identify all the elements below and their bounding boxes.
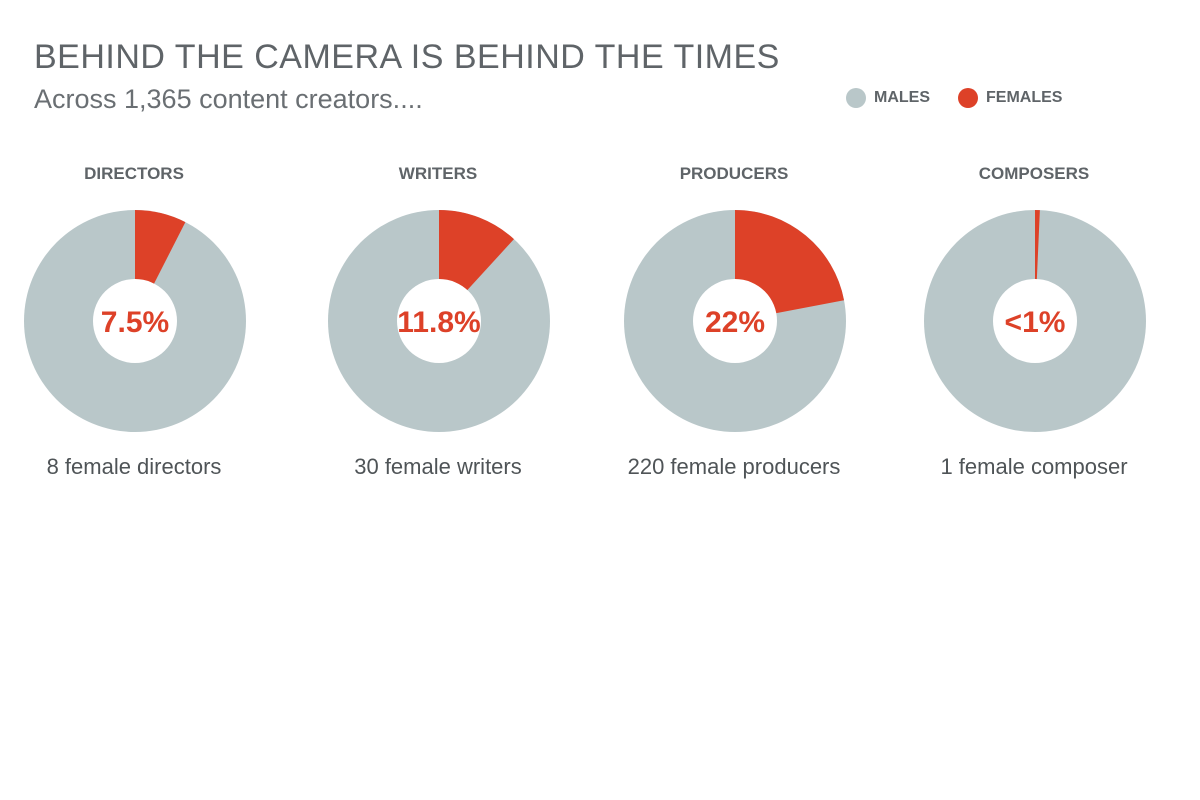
panel-caption: 220 female producers [627,454,841,479]
donut-panel-writers: WRITERS 11.8% 30 female writers [288,160,588,490]
donut-chart-writers: 11.8% [328,210,550,432]
center-percent-label: 7.5% [101,306,169,339]
center-percent-label: 22% [705,306,765,339]
donut-chart-directors: 7.5% [24,210,246,432]
panel-title: DIRECTORS [84,164,184,183]
legend-swatch-females [958,88,978,108]
donut-chart-composers: <1% [924,210,1146,432]
legend-label-females: FEMALES [986,89,1063,106]
panel-caption: 1 female composer [940,454,1128,479]
legend-item-females: FEMALES [958,88,1062,108]
panel-title: COMPOSERS [978,164,1090,183]
donut-hole [93,279,177,363]
panel-caption: 30 female writers [354,454,522,479]
legend-label-males: MALES [874,89,930,106]
donut-panel-composers: COMPOSERS <1% 1 female composer [884,160,1184,490]
donut-panel-directors: DIRECTORS 7.5% 8 female directors [0,160,284,490]
donut-hole [993,279,1077,363]
legend: MALES FEMALES [846,88,1090,108]
panel-title: WRITERS [398,164,478,183]
donut-hole [397,279,481,363]
center-percent-label: 11.8% [397,306,480,339]
legend-swatch-males [846,88,866,108]
center-percent-label: <1% [1005,306,1066,339]
chart-title: BEHIND THE CAMERA IS BEHIND THE TIMES [34,38,780,76]
donut-panel-producers: PRODUCERS 22% 220 female producers [584,160,884,490]
legend-item-males: MALES [846,88,930,108]
donut-hole [693,279,777,363]
panel-title: PRODUCERS [679,164,789,183]
chart-subtitle: Across 1,365 content creators.... [34,84,423,114]
panel-caption: 8 female directors [46,454,222,479]
donut-chart-producers: 22% [624,210,846,432]
